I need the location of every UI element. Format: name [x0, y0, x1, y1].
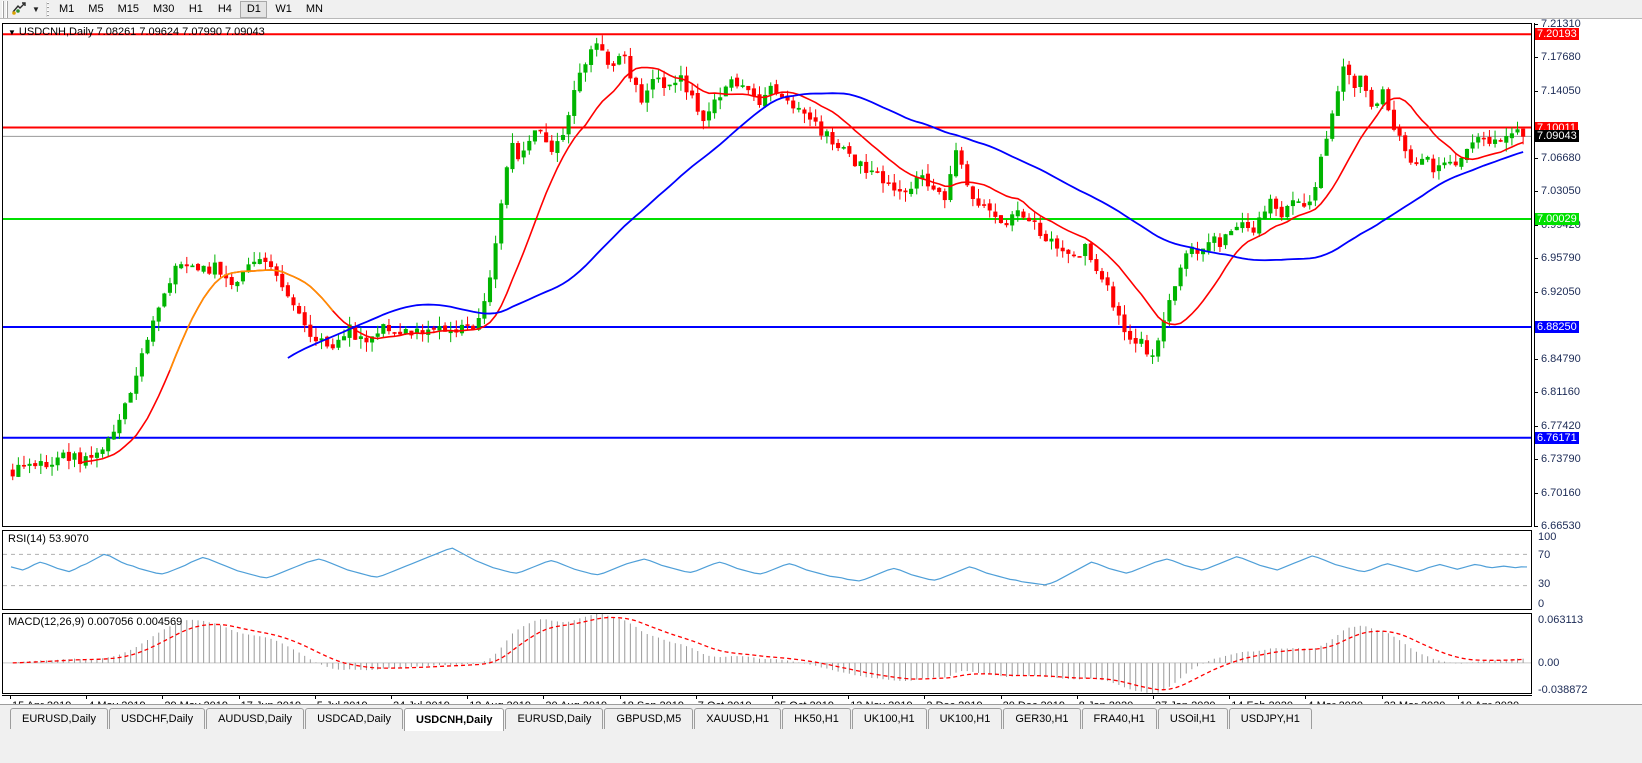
price-tick-label: 7.21310: [1541, 18, 1581, 30]
rsi-tick-0: 0: [1538, 598, 1545, 610]
timeframe-m30[interactable]: M30: [152, 3, 175, 15]
timeframe-h1[interactable]: H1: [188, 3, 203, 15]
price-level-label-support[interactable]: 6.76171: [1535, 431, 1579, 444]
price-tick-label: 7.06680: [1541, 152, 1581, 165]
timeframe-w1[interactable]: W1: [275, 3, 292, 15]
timeframe-m1[interactable]: M1: [59, 3, 75, 15]
chart-tab-audusd-daily[interactable]: AUDUSD,Daily: [206, 708, 305, 729]
price-level-label-support[interactable]: 7.00029: [1535, 213, 1579, 226]
macd-chart-svg: [3, 614, 1531, 693]
price-tick-label: 6.84790: [1541, 352, 1581, 365]
price-tick-label: 6.92050: [1541, 286, 1581, 299]
timeframe-mn[interactable]: MN: [305, 3, 323, 15]
chart-tab-eurusd-daily[interactable]: EURUSD,Daily: [10, 708, 108, 729]
timeframe-m15[interactable]: M15: [117, 3, 139, 15]
price-panel-label: ▼ USDCNH,Daily 7.08261 7.09624 7.07990 7.…: [8, 26, 265, 38]
toolbar-separator: [46, 1, 49, 17]
rsi-panel-label: RSI(14) 53.9070: [8, 533, 89, 545]
chart-tab-uk100-h1[interactable]: UK100,H1: [927, 708, 1003, 729]
chart-tab-usdcnh-daily[interactable]: USDCNH,Daily: [404, 708, 505, 731]
timeframe-h4[interactable]: H4: [217, 3, 232, 15]
macd-tick-min: -0.038872: [1538, 684, 1588, 696]
price-chart-svg: [3, 33, 1531, 481]
panel-caret-icon[interactable]: ▼: [8, 28, 16, 37]
macd-panel[interactable]: MACD(12,26,9) 0.007056 0.004569: [2, 613, 1532, 694]
chart-tab-usdchf-daily[interactable]: USDCHF,Daily: [108, 708, 206, 729]
toolbar: ▼ M1 M5 M15 M30 H1 H4 D1 W1 MN: [0, 0, 1642, 19]
chart-tab-gbpusd-m5[interactable]: GBPUSD,M5: [604, 708, 694, 729]
rsi-panel[interactable]: RSI(14) 53.9070: [2, 530, 1532, 610]
price-level-label-resistance[interactable]: 7.20193: [1535, 28, 1579, 41]
chart-tab-eurusd-daily[interactable]: EURUSD,Daily: [505, 708, 604, 729]
price-tick-label: 7.14050: [1541, 84, 1581, 97]
chart-tab-usdcad-daily[interactable]: USDCAD,Daily: [305, 708, 404, 729]
chart-tab-xauusd-h1[interactable]: XAUUSD,H1: [694, 708, 782, 729]
macd-panel-label: MACD(12,26,9) 0.007056 0.004569: [8, 616, 183, 628]
chart-tab-ger30-h1[interactable]: GER30,H1: [1003, 708, 1081, 729]
rsi-tick-70: 70: [1538, 549, 1551, 561]
price-tick-label: 7.03050: [1541, 185, 1581, 198]
price-level-label-last-price[interactable]: 7.09043: [1535, 130, 1579, 143]
time-axis-line: [2, 695, 1532, 696]
chart-tabs-bar: EURUSD,Daily USDCHF,Daily AUDUSD,Daily USDC…: [0, 704, 1642, 763]
chart-tab-uk100-h1[interactable]: UK100,H1: [851, 708, 927, 729]
macd-tick-zero: 0.00: [1538, 657, 1560, 669]
price-tick-label: 6.73790: [1541, 453, 1581, 466]
toolbar-grip[interactable]: [2, 0, 9, 18]
price-tick-label: 6.95790: [1541, 251, 1581, 264]
price-tick-label: 6.81160: [1541, 385, 1580, 398]
rsi-chart-svg: [3, 547, 1531, 587]
chart-area: ▼ USDCNH,Daily 7.08261 7.09624 7.07990 7.…: [0, 18, 1642, 712]
chart-tab-fra40-h1[interactable]: FRA40,H1: [1081, 708, 1157, 729]
price-axis-line: [1534, 23, 1535, 527]
chart-tab-usoil-h1[interactable]: USOil,H1: [1157, 708, 1228, 729]
chart-tools-icon[interactable]: [9, 1, 29, 18]
timeframe-d1[interactable]: D1: [240, 0, 268, 18]
price-scale[interactable]: 7.213107.176807.140507.066807.030506.994…: [1534, 18, 1642, 696]
timeframe-m5[interactable]: M5: [88, 3, 104, 15]
rsi-tick-100: 100: [1538, 531, 1557, 543]
chart-tab-hk50-h1[interactable]: HK50,H1: [782, 708, 851, 729]
chart-tab-usdjpy-h1[interactable]: USDJPY,H1: [1228, 708, 1312, 729]
price-tick-label: 6.77420: [1541, 420, 1581, 433]
price-tick-label: 7.17680: [1541, 51, 1581, 64]
price-tick-label: 6.70160: [1541, 486, 1581, 499]
dropdown-caret-icon[interactable]: ▼: [32, 4, 40, 14]
macd-tick-max: 0.063113: [1538, 614, 1584, 626]
rsi-tick-30: 30: [1538, 578, 1551, 590]
price-tick-label: 6.66530: [1541, 520, 1581, 532]
price-panel[interactable]: ▼ USDCNH,Daily 7.08261 7.09624 7.07990 7.…: [2, 23, 1532, 527]
price-level-label-support[interactable]: 6.88250: [1535, 320, 1579, 333]
